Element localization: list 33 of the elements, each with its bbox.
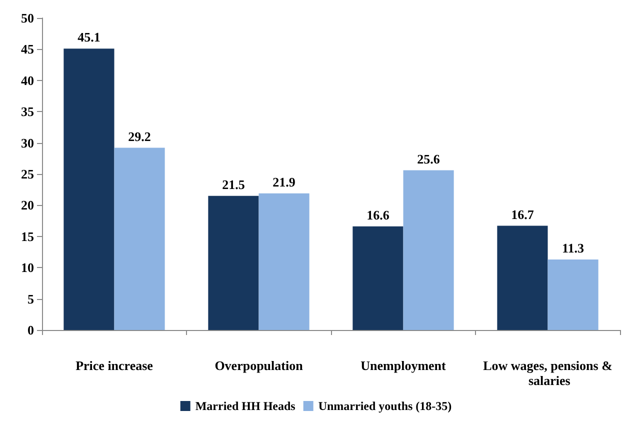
bar bbox=[548, 259, 598, 330]
y-tick-label: 5 bbox=[28, 291, 34, 306]
bar bbox=[403, 170, 454, 330]
x-tick-label: Low wages, pensions & salaries bbox=[483, 358, 613, 388]
bar bbox=[258, 193, 310, 330]
data-label: 16.7 bbox=[511, 206, 534, 222]
bar bbox=[352, 226, 404, 330]
data-label: 29.2 bbox=[128, 128, 151, 144]
y-tick-label: 35 bbox=[21, 104, 34, 120]
legend-label: Married HH Heads bbox=[195, 399, 296, 413]
y-tick-label: 45 bbox=[21, 42, 34, 57]
bar bbox=[208, 196, 259, 330]
y-tick-label: 0 bbox=[28, 322, 34, 338]
data-label: 45.1 bbox=[78, 30, 100, 45]
y-tick-label: 50 bbox=[21, 10, 34, 26]
data-label: 21.9 bbox=[272, 174, 296, 190]
x-tick-label: Overpopulation bbox=[214, 358, 304, 373]
y-tick-label: 15 bbox=[21, 228, 34, 244]
y-tick-label: 30 bbox=[21, 135, 34, 150]
y-tick-label: 25 bbox=[21, 166, 34, 182]
data-label: 16.6 bbox=[366, 207, 390, 222]
bar bbox=[497, 226, 548, 330]
x-tick-label: Unemployment bbox=[360, 358, 447, 373]
bar bbox=[64, 48, 114, 330]
y-tick-label: 40 bbox=[21, 72, 34, 88]
legend-label: Unmarried youths (18-35) bbox=[318, 399, 452, 413]
x-tick-label: Price increase bbox=[76, 358, 154, 373]
data-label: 11.3 bbox=[562, 240, 585, 256]
bar bbox=[114, 148, 165, 330]
data-label: 21.5 bbox=[222, 176, 246, 192]
y-tick-label: 20 bbox=[21, 198, 34, 213]
data-label: 25.6 bbox=[417, 151, 440, 166]
y-tick-label: 10 bbox=[21, 260, 34, 276]
